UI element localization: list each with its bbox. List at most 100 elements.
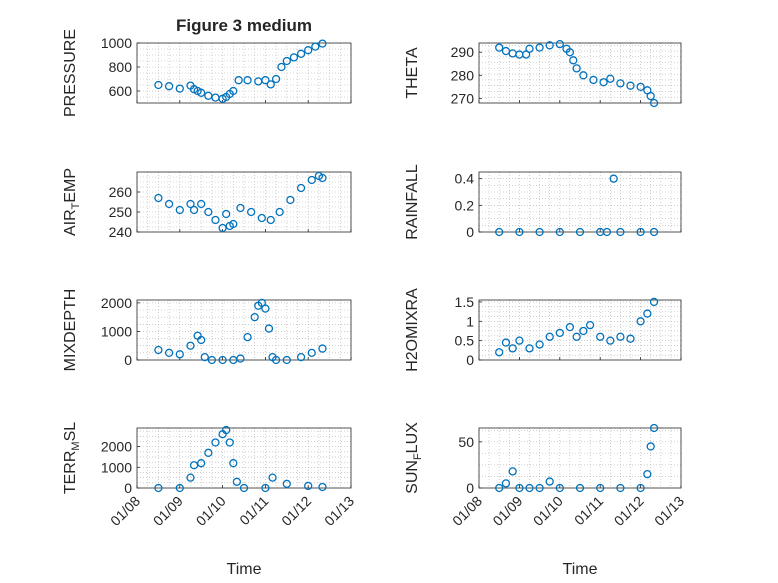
- data-point: [154, 345, 163, 355]
- data-point: [186, 341, 195, 350]
- data-point: [229, 86, 238, 96]
- data-point: [197, 459, 206, 468]
- data-point: [204, 207, 213, 217]
- data-point: [525, 483, 534, 493]
- data-point: [535, 227, 544, 237]
- data-point: [266, 80, 275, 89]
- data-point: [318, 482, 327, 492]
- data-point: [229, 219, 238, 229]
- y-axis-label: TERRMSL: [62, 422, 82, 494]
- x-axis-label: Time: [563, 561, 598, 578]
- data-point: [535, 43, 544, 52]
- data-point: [236, 203, 245, 213]
- data-point: [599, 78, 608, 87]
- data-point: [234, 76, 243, 85]
- data-point: [257, 213, 266, 223]
- data-point: [268, 473, 277, 482]
- y-tick-label: 280: [451, 67, 475, 83]
- data-point: [304, 46, 313, 55]
- subplot-mixdepth: 0 1000 2000: [101, 295, 352, 368]
- data-point: [164, 199, 174, 209]
- data-point: [616, 332, 625, 341]
- data-point: [311, 42, 320, 51]
- data-point: [535, 483, 544, 493]
- data-point: [508, 344, 517, 353]
- data-point: [626, 334, 635, 343]
- data-point: [286, 195, 295, 205]
- y-tick-label: 0: [124, 352, 132, 368]
- y-axis-label: SUNFLUX: [404, 422, 424, 494]
- data-point: [271, 355, 281, 365]
- data-point: [495, 483, 504, 493]
- data-point: [271, 74, 281, 84]
- y-axis-label: PRESSURE: [62, 29, 79, 117]
- y-tick-label: 2000: [101, 295, 132, 311]
- data-point: [304, 481, 313, 491]
- x-tick-label: 01/10: [193, 493, 229, 529]
- y-axis-label: H2OMIXRA: [404, 288, 421, 372]
- x-tick-label: 01/11: [571, 493, 607, 529]
- data-point: [239, 483, 249, 493]
- y-tick-label: 0.5: [455, 333, 475, 349]
- data-point: [175, 84, 184, 93]
- y-tick-label: 50: [458, 434, 474, 450]
- data-point: [495, 43, 504, 52]
- data-point: [243, 332, 252, 342]
- data-point: [257, 298, 266, 308]
- x-tick-label: 01/09: [150, 493, 186, 529]
- data-point: [232, 477, 242, 486]
- y-axis-label: RAINFALL: [404, 164, 421, 240]
- y-tick-label: 270: [451, 90, 475, 106]
- x-tick-label: 01/12: [278, 493, 314, 529]
- data-point: [602, 227, 612, 237]
- subplot-h2omixra: 0 0.5 1 1.5: [455, 294, 682, 368]
- data-point: [569, 56, 578, 65]
- data-point: [222, 425, 231, 435]
- subplot-air-temp: 240 250 260: [109, 171, 352, 240]
- x-tick-label: 01/12: [611, 493, 647, 529]
- axes-box: [136, 42, 352, 104]
- data-point: [555, 227, 564, 237]
- data-point: [282, 479, 291, 489]
- y-tick-label: 0: [124, 480, 132, 496]
- data-point: [636, 82, 645, 91]
- data-point: [261, 76, 270, 85]
- x-tick-label: 01/10: [530, 493, 566, 529]
- data-point: [243, 76, 252, 85]
- data-point: [575, 227, 585, 237]
- y-tick-label: 1000: [101, 459, 132, 475]
- data-point: [649, 423, 659, 433]
- x-tick-label: 01/08: [449, 493, 485, 529]
- data-point: [218, 355, 227, 365]
- data-point: [565, 322, 575, 332]
- data-point: [296, 183, 306, 193]
- data-point: [616, 79, 625, 88]
- data-point: [200, 352, 209, 362]
- x-tick-label: 01/09: [489, 493, 525, 529]
- x-axis-label: Time: [227, 561, 262, 578]
- axes-box: [478, 42, 682, 104]
- data-point: [307, 175, 316, 185]
- data-point: [575, 483, 585, 493]
- data-point: [515, 336, 524, 345]
- data-point: [545, 477, 554, 486]
- data-point: [555, 40, 564, 49]
- data-point: [643, 309, 652, 318]
- data-point: [545, 41, 554, 50]
- data-point: [318, 39, 327, 48]
- data-point: [204, 91, 213, 100]
- data-point: [246, 207, 256, 217]
- y-tick-label: 0: [466, 480, 474, 496]
- data-point: [501, 338, 511, 347]
- data-point: [649, 98, 659, 108]
- data-point: [649, 227, 659, 237]
- data-point: [579, 326, 588, 336]
- data-point: [318, 173, 327, 183]
- x-tick-label: 01/08: [107, 493, 143, 529]
- x-tick-label: 01/13: [651, 493, 687, 529]
- data-point: [296, 352, 306, 362]
- x-tick-label: 01/11: [236, 493, 272, 529]
- y-tick-label: 2000: [101, 439, 132, 455]
- data-point: [555, 328, 564, 338]
